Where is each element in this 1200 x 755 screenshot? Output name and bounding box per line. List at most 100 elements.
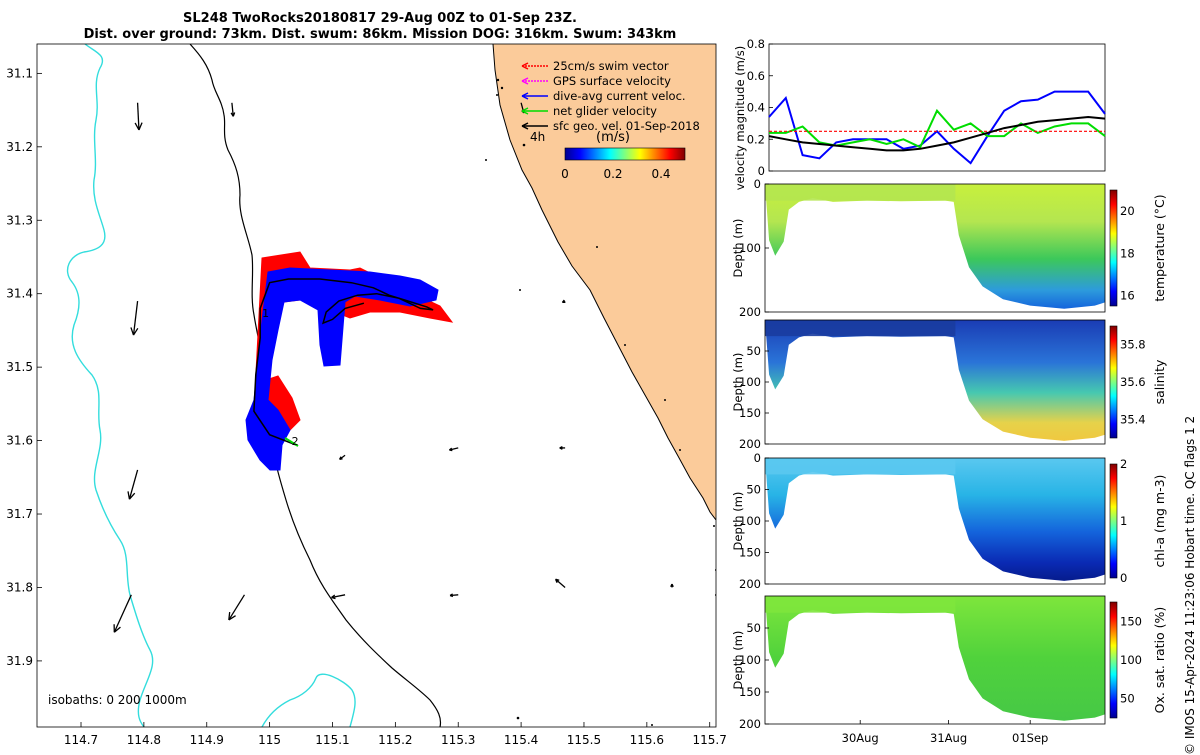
map-ytick-label: 31.9 [6, 654, 33, 668]
geo-velocity-arrow [559, 446, 566, 450]
colorbar-tick: 0 [561, 167, 569, 181]
map-ytick-label: 31.4 [6, 287, 33, 301]
heatmap-ytick: 50 [746, 483, 761, 497]
legend-entry: dive-avg current veloc. [521, 89, 686, 103]
legend-label: GPS surface velocity [553, 74, 671, 88]
heatmap-panel-temperature: 0 100 200 Depth (m) 16 18 20 temperature (°C) [731, 177, 1167, 319]
coastline [492, 44, 716, 521]
heatmap-ytick: 0 [754, 177, 761, 191]
velocity-series [768, 115, 1106, 152]
track-vector-field [245, 251, 454, 471]
colorbar-label: (m/s) [596, 130, 630, 145]
map-xtick-label: 115.7 [693, 733, 727, 747]
colorbar-tick-label: 35.8 [1120, 338, 1146, 352]
velocity-ytick: 0 [758, 164, 765, 178]
geo-velocity-arrow [448, 447, 459, 452]
coastal-islands [485, 78, 716, 726]
colorbar-tick-label: 16 [1120, 288, 1135, 302]
velocity-ytick: 0.6 [747, 69, 765, 83]
geo-velocity-arrow [339, 454, 346, 460]
colorbar-tick: 0.2 [603, 167, 622, 181]
surface-layer [765, 596, 956, 613]
map-xtick-label: 114.8 [127, 733, 161, 747]
heatmap-colorbar [1109, 325, 1118, 439]
geo-velocity-arrow [230, 102, 236, 117]
colorbar-tick-label: 35.6 [1120, 375, 1146, 389]
legend-entry: net glider velocity [521, 104, 657, 118]
map-ytick-label: 31.2 [6, 140, 33, 154]
velocity-ytick: 0.4 [747, 101, 765, 115]
heatmap-ylabel: Depth (m) [731, 353, 745, 412]
map-xtick-label: 115.2 [378, 733, 412, 747]
colorbar-title: Ox. sat. ratio (%) [1152, 607, 1167, 714]
time-xtick: 31Aug [930, 731, 967, 745]
heatmap-ytick: 200 [739, 577, 761, 591]
isobath-1000m-lower [261, 673, 356, 727]
geo-velocity-arrow [554, 578, 566, 588]
colorbar-title: temperature (°C) [1152, 194, 1167, 301]
heatmap-field [765, 458, 1105, 581]
map-xtick-label: 114.7 [64, 733, 98, 747]
isobaths-label: isobaths: 0 200 1000m [48, 693, 187, 707]
speed-colorbar: (m/s) 0 0.2 0.4 [561, 130, 686, 181]
surface-layer [765, 458, 956, 475]
chart-title-line1: SL248 TwoRocks20180817 29-Aug 00Z to 01-… [183, 11, 577, 26]
map-ytick-label: 31.1 [6, 66, 33, 80]
geo-velocity-arrow [561, 299, 566, 304]
geo-velocity-arrow [127, 469, 139, 500]
map-panel: 1 2 114.7 114.8 114.9 115 115.1 115.2 115.3 115.… [6, 43, 727, 747]
heatmap-ytick: 150 [739, 546, 761, 560]
heatmap-field [765, 596, 1105, 721]
colorbar-title: chl-a (mg m-3) [1152, 475, 1167, 568]
heatmap-ytick: 100 [739, 514, 761, 528]
heatmap-ylabel: Depth (m) [731, 492, 745, 551]
heatmap-field [765, 320, 1105, 441]
track-marker-2: 2 [292, 435, 299, 448]
time-xtick: 30Aug [842, 731, 879, 745]
velocity-plot: 0 0.2 0.4 0.6 0.8 velocity magnitude (m/s) [733, 37, 1106, 190]
isobath-200m [189, 44, 442, 727]
colorbar-tick-label: 20 [1120, 204, 1135, 218]
colorbar-tick-label: 50 [1120, 692, 1135, 706]
map-frame [36, 43, 717, 728]
legend-label: sfc geo. vel. 01-Sep-2018 [553, 119, 700, 133]
map-xtick-label: 115.1 [315, 733, 349, 747]
legend-entry: GPS surface velocity [521, 74, 671, 88]
heatmap-ytick: 150 [739, 406, 761, 420]
velocity-ytick: 0.8 [747, 37, 765, 51]
net-velocity-vector [284, 437, 299, 447]
heatmap-ytick: 50 [746, 344, 761, 358]
surface-layer [765, 184, 956, 201]
velocity-series [769, 108, 1106, 149]
colorbar-tick-label: 1 [1120, 514, 1127, 528]
geo-velocity-arrow [449, 593, 459, 598]
geo-velocity-arrow [134, 102, 143, 131]
surface-layer [765, 320, 956, 337]
legend-entry: 25cm/s swim vector [521, 59, 669, 73]
geo-velocity-arrow [113, 594, 132, 633]
map-ytick-label: 31.5 [6, 360, 33, 374]
geostrophic-vectors [113, 102, 674, 633]
heatmap-ytick: 100 [739, 241, 761, 255]
geo-velocity-arrow [670, 583, 674, 588]
chart-title-line2: Dist. over ground: 73km. Dist. swum: 86k… [83, 27, 677, 42]
heatmap-colorbar [1109, 463, 1118, 579]
legend-label: 25cm/s swim vector [553, 59, 669, 73]
heatmap-ytick: 200 [739, 717, 761, 731]
colorbar-tick-label: 18 [1120, 246, 1135, 260]
map-ytick-label: 31.7 [6, 507, 33, 521]
map-x-axis: 114.7 114.8 114.9 115 115.1 115.2 115.3 115.4 11… [64, 722, 727, 747]
heatmap-panel-salinity: 50 100 150 200 Depth (m) 35.4 35.6 35.8 salinity [731, 319, 1167, 451]
colorbar-tick-label: 150 [1120, 614, 1142, 628]
heatmap-panel-chl-a: 0 50 100 150 200 Depth (m) 0 1 2 chl-a (mg m-3) [731, 451, 1167, 591]
legend-label: dive-avg current veloc. [553, 89, 686, 103]
heatmap-ylabel: Depth (m) [731, 631, 745, 690]
heatmap-field [765, 184, 1105, 309]
geo-velocity-arrow [228, 594, 246, 621]
track-marker-1: 1 [262, 307, 269, 320]
heatmap-ytick: 50 [746, 621, 761, 635]
geo-velocity-arrow [130, 300, 139, 336]
